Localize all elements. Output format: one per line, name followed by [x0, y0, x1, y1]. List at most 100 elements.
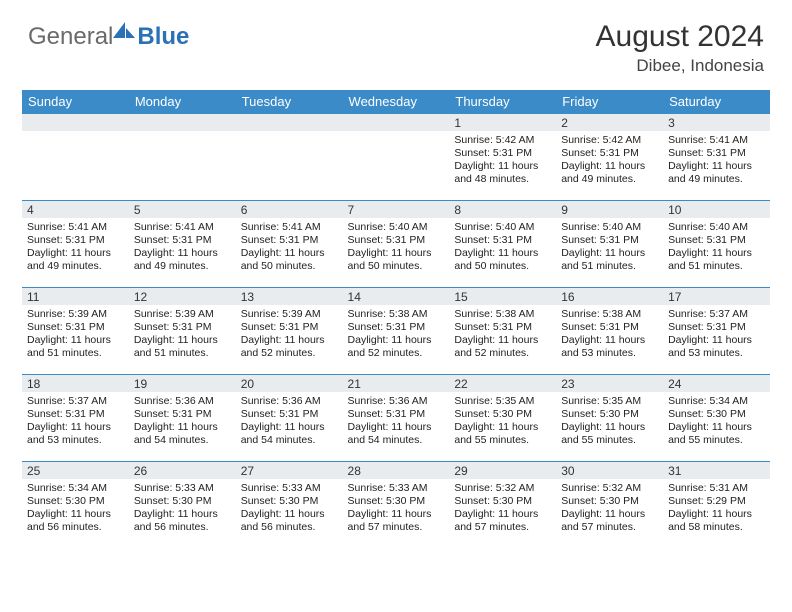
- sunrise-line: Sunrise: 5:38 AM: [561, 308, 658, 321]
- calendar-week-row: 4Sunrise: 5:41 AMSunset: 5:31 PMDaylight…: [22, 200, 770, 287]
- sunset-line: Sunset: 5:30 PM: [561, 495, 658, 508]
- day-number: 12: [129, 287, 236, 305]
- sunset-line: Sunset: 5:30 PM: [454, 408, 551, 421]
- calendar-cell: 31Sunrise: 5:31 AMSunset: 5:29 PMDayligh…: [663, 461, 770, 548]
- daylight-line: Daylight: 11 hours and 52 minutes.: [454, 334, 551, 360]
- sunrise-line: Sunrise: 5:42 AM: [454, 134, 551, 147]
- sunrise-line: Sunrise: 5:35 AM: [561, 395, 658, 408]
- day-number: 11: [22, 287, 129, 305]
- sunset-line: Sunset: 5:30 PM: [668, 408, 765, 421]
- day-number: 28: [343, 461, 450, 479]
- sunrise-line: Sunrise: 5:41 AM: [241, 221, 338, 234]
- daylight-line: Daylight: 11 hours and 49 minutes.: [561, 160, 658, 186]
- day-info: Sunrise: 5:36 AMSunset: 5:31 PMDaylight:…: [236, 392, 343, 452]
- day-info: Sunrise: 5:36 AMSunset: 5:31 PMDaylight:…: [129, 392, 236, 452]
- sunset-line: Sunset: 5:31 PM: [348, 234, 445, 247]
- sunrise-line: Sunrise: 5:36 AM: [134, 395, 231, 408]
- sunrise-line: Sunrise: 5:34 AM: [668, 395, 765, 408]
- day-number: 2: [556, 113, 663, 131]
- calendar-week-row: 18Sunrise: 5:37 AMSunset: 5:31 PMDayligh…: [22, 374, 770, 461]
- sunset-line: Sunset: 5:30 PM: [241, 495, 338, 508]
- sunset-line: Sunset: 5:30 PM: [134, 495, 231, 508]
- sunset-line: Sunset: 5:31 PM: [348, 321, 445, 334]
- daylight-line: Daylight: 11 hours and 50 minutes.: [454, 247, 551, 273]
- sunset-line: Sunset: 5:31 PM: [241, 321, 338, 334]
- calendar-cell: 18Sunrise: 5:37 AMSunset: 5:31 PMDayligh…: [22, 374, 129, 461]
- day-number: 15: [449, 287, 556, 305]
- daylight-line: Daylight: 11 hours and 56 minutes.: [241, 508, 338, 534]
- day-info: Sunrise: 5:34 AMSunset: 5:30 PMDaylight:…: [663, 392, 770, 452]
- day-number: 4: [22, 200, 129, 218]
- day-info: Sunrise: 5:42 AMSunset: 5:31 PMDaylight:…: [556, 131, 663, 191]
- sunset-line: Sunset: 5:31 PM: [454, 321, 551, 334]
- daylight-line: Daylight: 11 hours and 56 minutes.: [134, 508, 231, 534]
- sunrise-line: Sunrise: 5:33 AM: [348, 482, 445, 495]
- calendar-cell: [129, 113, 236, 200]
- weekday-header: Wednesday: [343, 90, 450, 113]
- weekday-header-row: SundayMondayTuesdayWednesdayThursdayFrid…: [22, 90, 770, 113]
- day-info: Sunrise: 5:40 AMSunset: 5:31 PMDaylight:…: [556, 218, 663, 278]
- calendar-cell: 6Sunrise: 5:41 AMSunset: 5:31 PMDaylight…: [236, 200, 343, 287]
- day-info: Sunrise: 5:40 AMSunset: 5:31 PMDaylight:…: [663, 218, 770, 278]
- calendar-cell: 12 Sunrise: 5:39 AMSunset: 5:31 PMDayligh…: [129, 287, 236, 374]
- sunrise-line: Sunrise: 5:37 AM: [27, 395, 124, 408]
- sunrise-line: Sunrise: 5:41 AM: [27, 221, 124, 234]
- calendar-cell: 5Sunrise: 5:41 AMSunset: 5:31 PMDaylight…: [129, 200, 236, 287]
- sunrise-line: Sunrise: 5:40 AM: [561, 221, 658, 234]
- day-info: Sunrise: 5:37 AMSunset: 5:31 PMDaylight:…: [663, 305, 770, 365]
- daylight-line: Daylight: 11 hours and 53 minutes.: [27, 421, 124, 447]
- calendar-cell: 3Sunrise: 5:41 AMSunset: 5:31 PMDaylight…: [663, 113, 770, 200]
- daylight-line: Daylight: 11 hours and 55 minutes.: [454, 421, 551, 447]
- calendar-week-row: 25Sunrise: 5:34 AMSunset: 5:30 PMDayligh…: [22, 461, 770, 548]
- day-number: 29: [449, 461, 556, 479]
- calendar-cell: 14Sunrise: 5:38 AMSunset: 5:31 PMDayligh…: [343, 287, 450, 374]
- calendar-cell: [343, 113, 450, 200]
- calendar-cell: 22Sunrise: 5:35 AMSunset: 5:30 PMDayligh…: [449, 374, 556, 461]
- sunset-line: Sunset: 5:31 PM: [668, 147, 765, 160]
- calendar-cell: 15Sunrise: 5:38 AMSunset: 5:31 PMDayligh…: [449, 287, 556, 374]
- sunrise-line: Sunrise: 5:32 AM: [454, 482, 551, 495]
- daylight-line: Daylight: 11 hours and 52 minutes.: [348, 334, 445, 360]
- day-info: Sunrise: 5:38 AMSunset: 5:31 PMDaylight:…: [343, 305, 450, 365]
- sunrise-line: Sunrise: 5:39 AM: [134, 308, 231, 321]
- sunset-line: Sunset: 5:31 PM: [134, 234, 231, 247]
- calendar-cell: 30Sunrise: 5:32 AMSunset: 5:30 PMDayligh…: [556, 461, 663, 548]
- daylight-line: Daylight: 11 hours and 49 minutes.: [668, 160, 765, 186]
- header: General Blue August 2024 Dibee, Indonesi…: [0, 0, 792, 84]
- daylight-line: Daylight: 11 hours and 51 minutes.: [27, 334, 124, 360]
- weekday-header: Thursday: [449, 90, 556, 113]
- sunset-line: Sunset: 5:31 PM: [134, 321, 231, 334]
- sunset-line: Sunset: 5:31 PM: [561, 147, 658, 160]
- daylight-line: Daylight: 11 hours and 49 minutes.: [134, 247, 231, 273]
- day-info: Sunrise: 5:31 AMSunset: 5:29 PMDaylight:…: [663, 479, 770, 539]
- day-info: Sunrise: 5:40 AMSunset: 5:31 PMDaylight:…: [449, 218, 556, 278]
- day-number: 24: [663, 374, 770, 392]
- calendar-cell: 13Sunrise: 5:39 AMSunset: 5:31 PMDayligh…: [236, 287, 343, 374]
- calendar-cell: 2Sunrise: 5:42 AMSunset: 5:31 PMDaylight…: [556, 113, 663, 200]
- day-info: Sunrise: 5:41 AMSunset: 5:31 PMDaylight:…: [22, 218, 129, 278]
- day-number: 7: [343, 200, 450, 218]
- daylight-line: Daylight: 11 hours and 51 minutes.: [134, 334, 231, 360]
- day-number: 6: [236, 200, 343, 218]
- calendar-cell: 9Sunrise: 5:40 AMSunset: 5:31 PMDaylight…: [556, 200, 663, 287]
- day-number: 21: [343, 374, 450, 392]
- calendar-cell: 1Sunrise: 5:42 AMSunset: 5:31 PMDaylight…: [449, 113, 556, 200]
- sunrise-line: Sunrise: 5:40 AM: [348, 221, 445, 234]
- sunrise-line: Sunrise: 5:40 AM: [668, 221, 765, 234]
- daylight-line: Daylight: 11 hours and 49 minutes.: [27, 247, 124, 273]
- day-number: 13: [236, 287, 343, 305]
- day-number: 25: [22, 461, 129, 479]
- calendar-body: 1Sunrise: 5:42 AMSunset: 5:31 PMDaylight…: [22, 113, 770, 548]
- day-info: Sunrise: 5:33 AMSunset: 5:30 PMDaylight:…: [343, 479, 450, 539]
- day-number: 14: [343, 287, 450, 305]
- day-number: 30: [556, 461, 663, 479]
- sunset-line: Sunset: 5:31 PM: [134, 408, 231, 421]
- day-info: Sunrise: 5:33 AMSunset: 5:30 PMDaylight:…: [129, 479, 236, 539]
- sunrise-line: Sunrise: 5:40 AM: [454, 221, 551, 234]
- calendar-cell: 24Sunrise: 5:34 AMSunset: 5:30 PMDayligh…: [663, 374, 770, 461]
- weekday-header: Friday: [556, 90, 663, 113]
- sunrise-line: Sunrise: 5:36 AM: [348, 395, 445, 408]
- day-number: 20: [236, 374, 343, 392]
- calendar-cell: 29Sunrise: 5:32 AMSunset: 5:30 PMDayligh…: [449, 461, 556, 548]
- daylight-line: Daylight: 11 hours and 54 minutes.: [241, 421, 338, 447]
